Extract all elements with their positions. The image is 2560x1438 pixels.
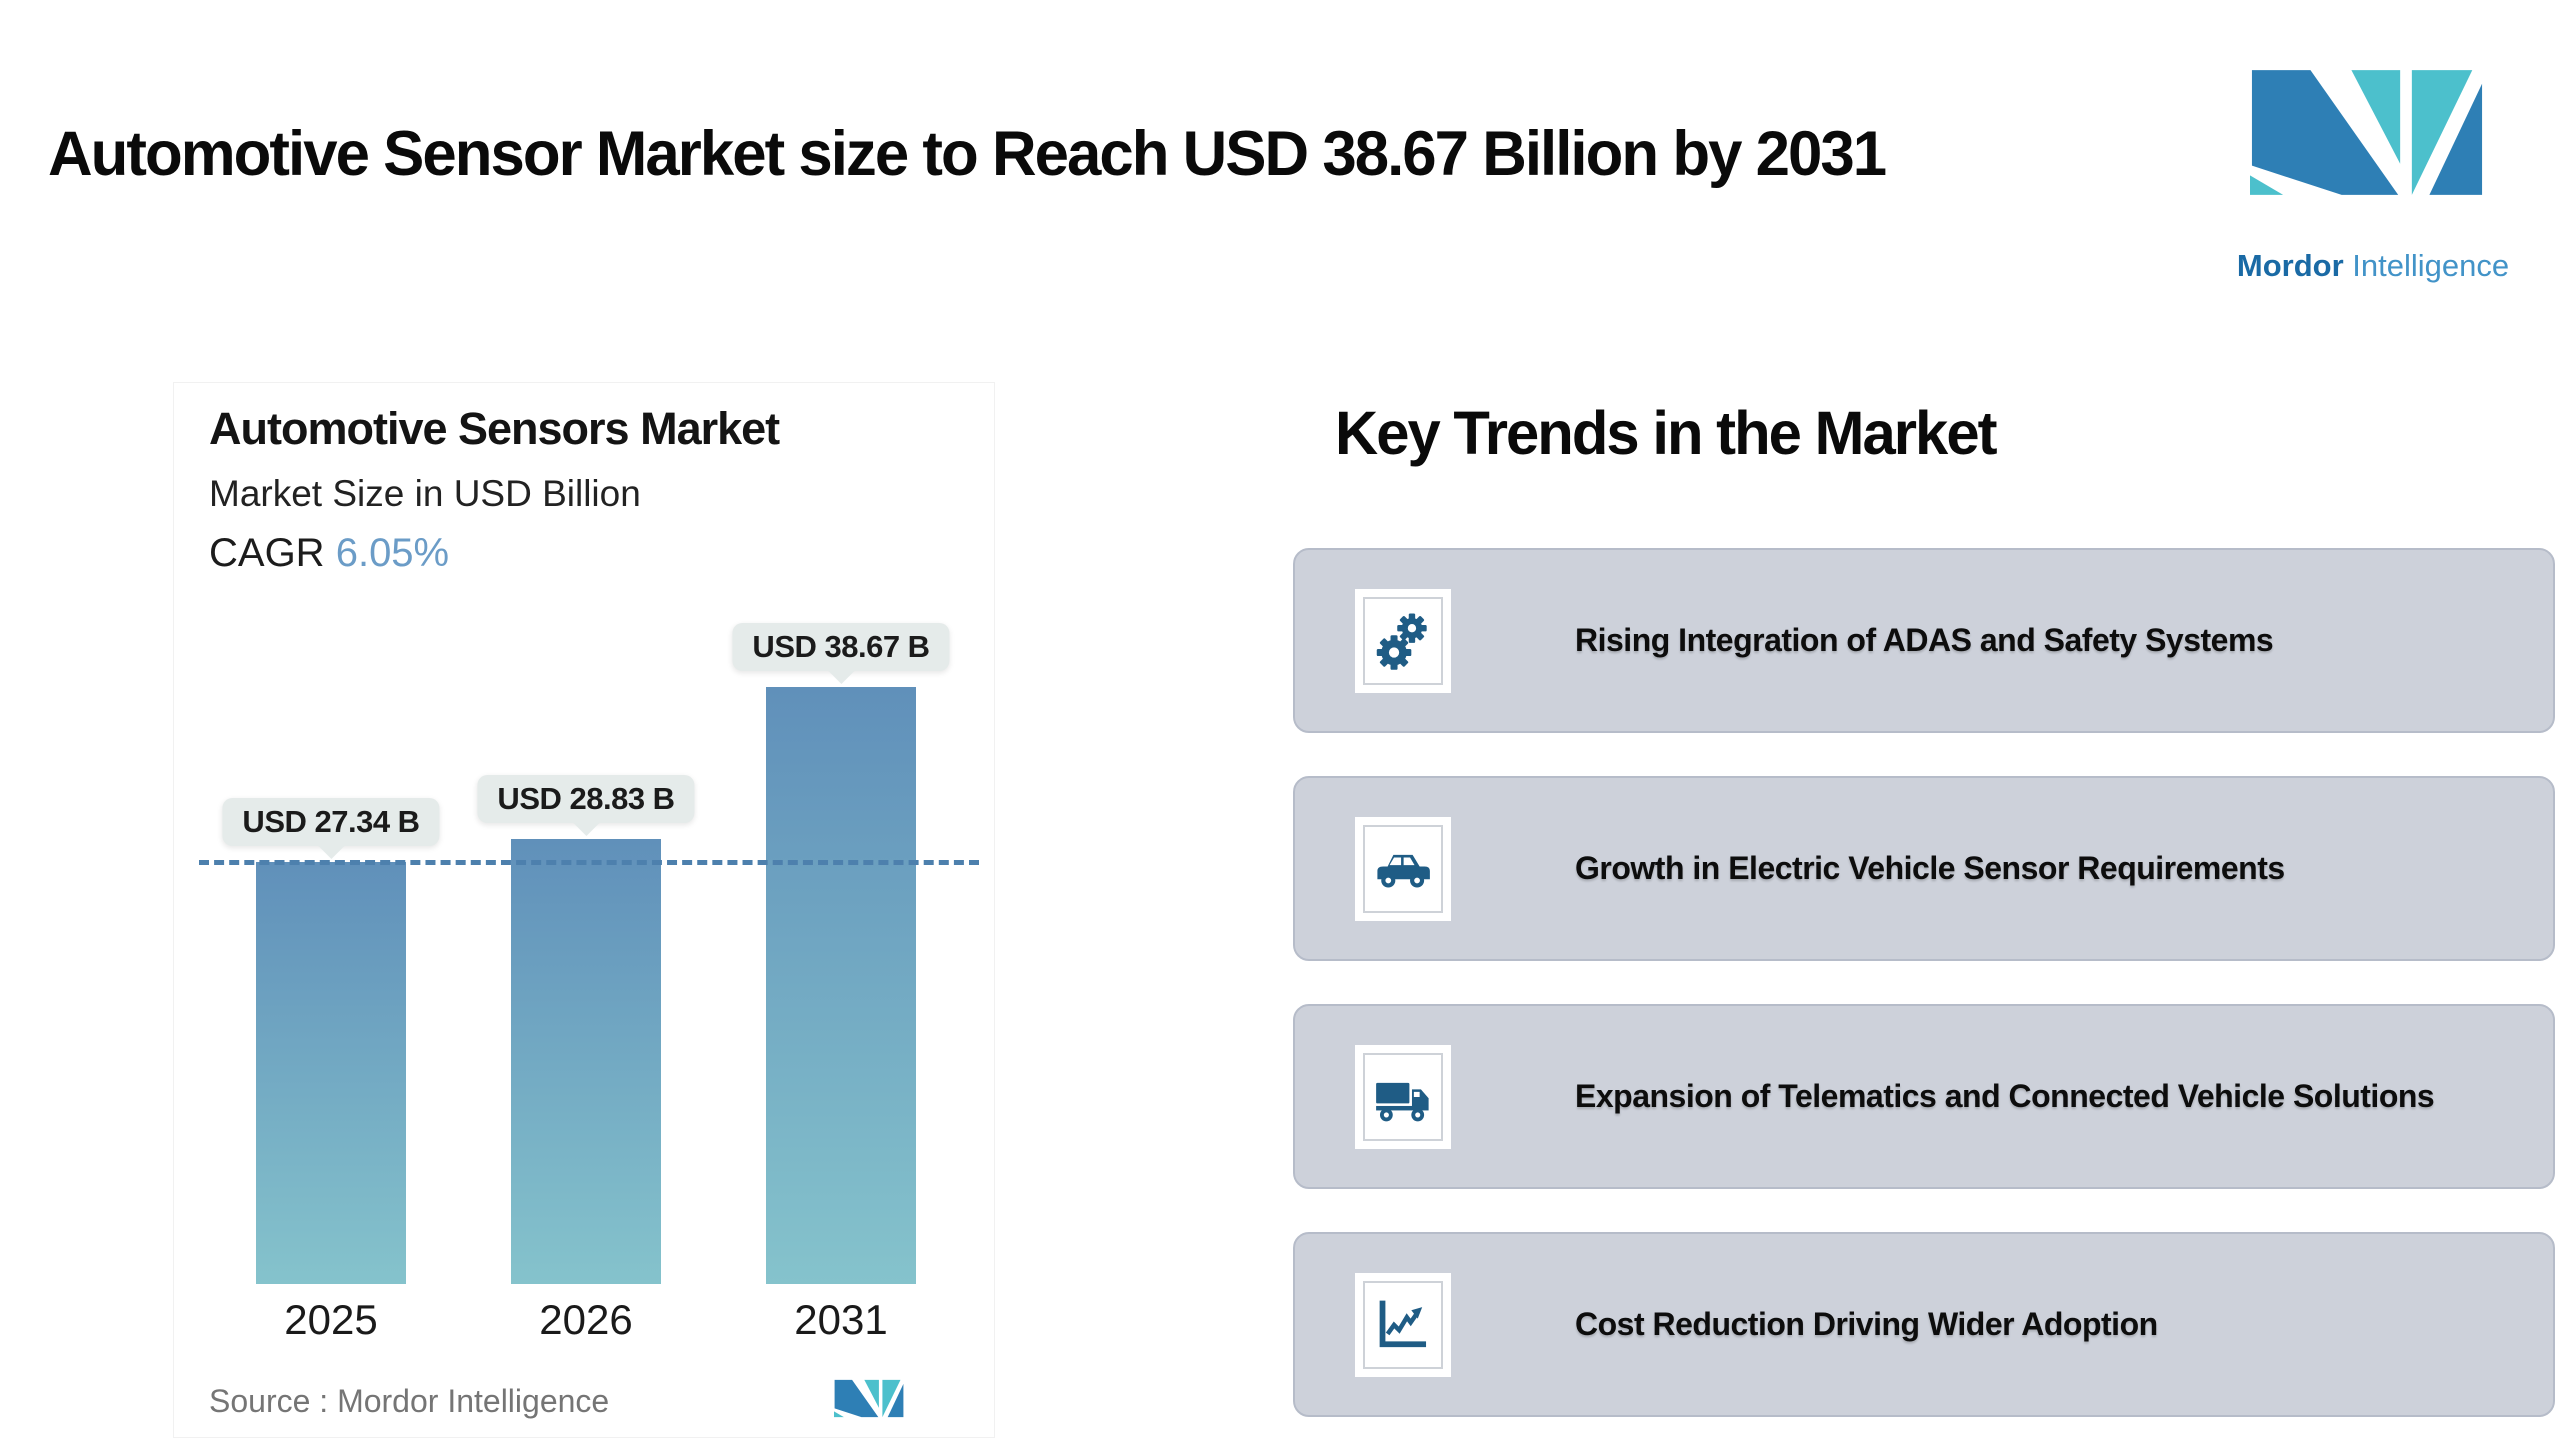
trend-icon-box <box>1355 1045 1451 1149</box>
trend-card-telematics: Expansion of Telematics and Connected Ve… <box>1293 1004 2555 1189</box>
brand-name-secondary: Intelligence <box>2352 248 2510 283</box>
trend-icon-box <box>1355 1273 1451 1377</box>
bar <box>256 862 406 1284</box>
chart-subtitle: Market Size in USD Billion <box>209 473 641 514</box>
chart-title: Automotive Sensors Market <box>209 403 780 454</box>
trend-card-cost: Cost Reduction Driving Wider Adoption <box>1293 1232 2555 1417</box>
trend-label: Expansion of Telematics and Connected Ve… <box>1575 1078 2435 1114</box>
bar <box>511 839 661 1284</box>
cagr-value: 6.05% <box>335 531 450 575</box>
trend-icon-box <box>1355 817 1451 921</box>
trend-label: Rising Integration of ADAS and Safety Sy… <box>1575 622 2274 658</box>
cagr-label: CAGR <box>209 531 325 575</box>
trend-card-adas: Rising Integration of ADAS and Safety Sy… <box>1293 548 2555 733</box>
x-axis-label: 2031 <box>794 1296 888 1343</box>
x-axis-label: 2025 <box>284 1296 378 1343</box>
chart-icon <box>1379 1300 1427 1348</box>
truck-icon <box>1376 1082 1429 1122</box>
cagr-row: CAGR 6.05% <box>209 531 449 576</box>
trend-label: Cost Reduction Driving Wider Adoption <box>1575 1306 2158 1342</box>
brand-logo: Mordor Intelligence <box>2212 22 2534 310</box>
bar-value-label: USD 27.34 B <box>222 798 440 846</box>
trend-label: Growth in Electric Vehicle Sensor Requir… <box>1575 850 2285 886</box>
gears-icon <box>1376 613 1427 670</box>
mordor-intelligence-logo-small-icon <box>834 1379 904 1418</box>
market-chart-card: Automotive Sensors Market Market Size in… <box>173 382 995 1438</box>
key-trends-heading: Key Trends in the Market <box>1335 399 1998 467</box>
bar-chart-plot: USD 27.34 B 2025 USD 28.83 B 2026 USD 38.67 … <box>174 383 994 1437</box>
source-note: Source : Mordor Intelligence <box>209 1383 610 1419</box>
car-icon <box>1377 854 1430 888</box>
brand-name-primary: Mordor <box>2236 248 2344 283</box>
reference-dashed-line <box>199 860 979 865</box>
bar-value-label: USD 38.67 B <box>732 623 950 671</box>
brand-wordmark: Mordor Intelligence <box>2212 248 2534 284</box>
x-axis-label: 2026 <box>539 1296 633 1343</box>
bar <box>766 687 916 1284</box>
trend-card-ev: Growth in Electric Vehicle Sensor Requir… <box>1293 776 2555 961</box>
trend-icon-box <box>1355 589 1451 693</box>
bar-value-label: USD 28.83 B <box>477 775 695 823</box>
mordor-intelligence-logo-icon <box>2250 70 2483 195</box>
page-title: Automotive Sensor Market size to Reach U… <box>48 119 1887 189</box>
